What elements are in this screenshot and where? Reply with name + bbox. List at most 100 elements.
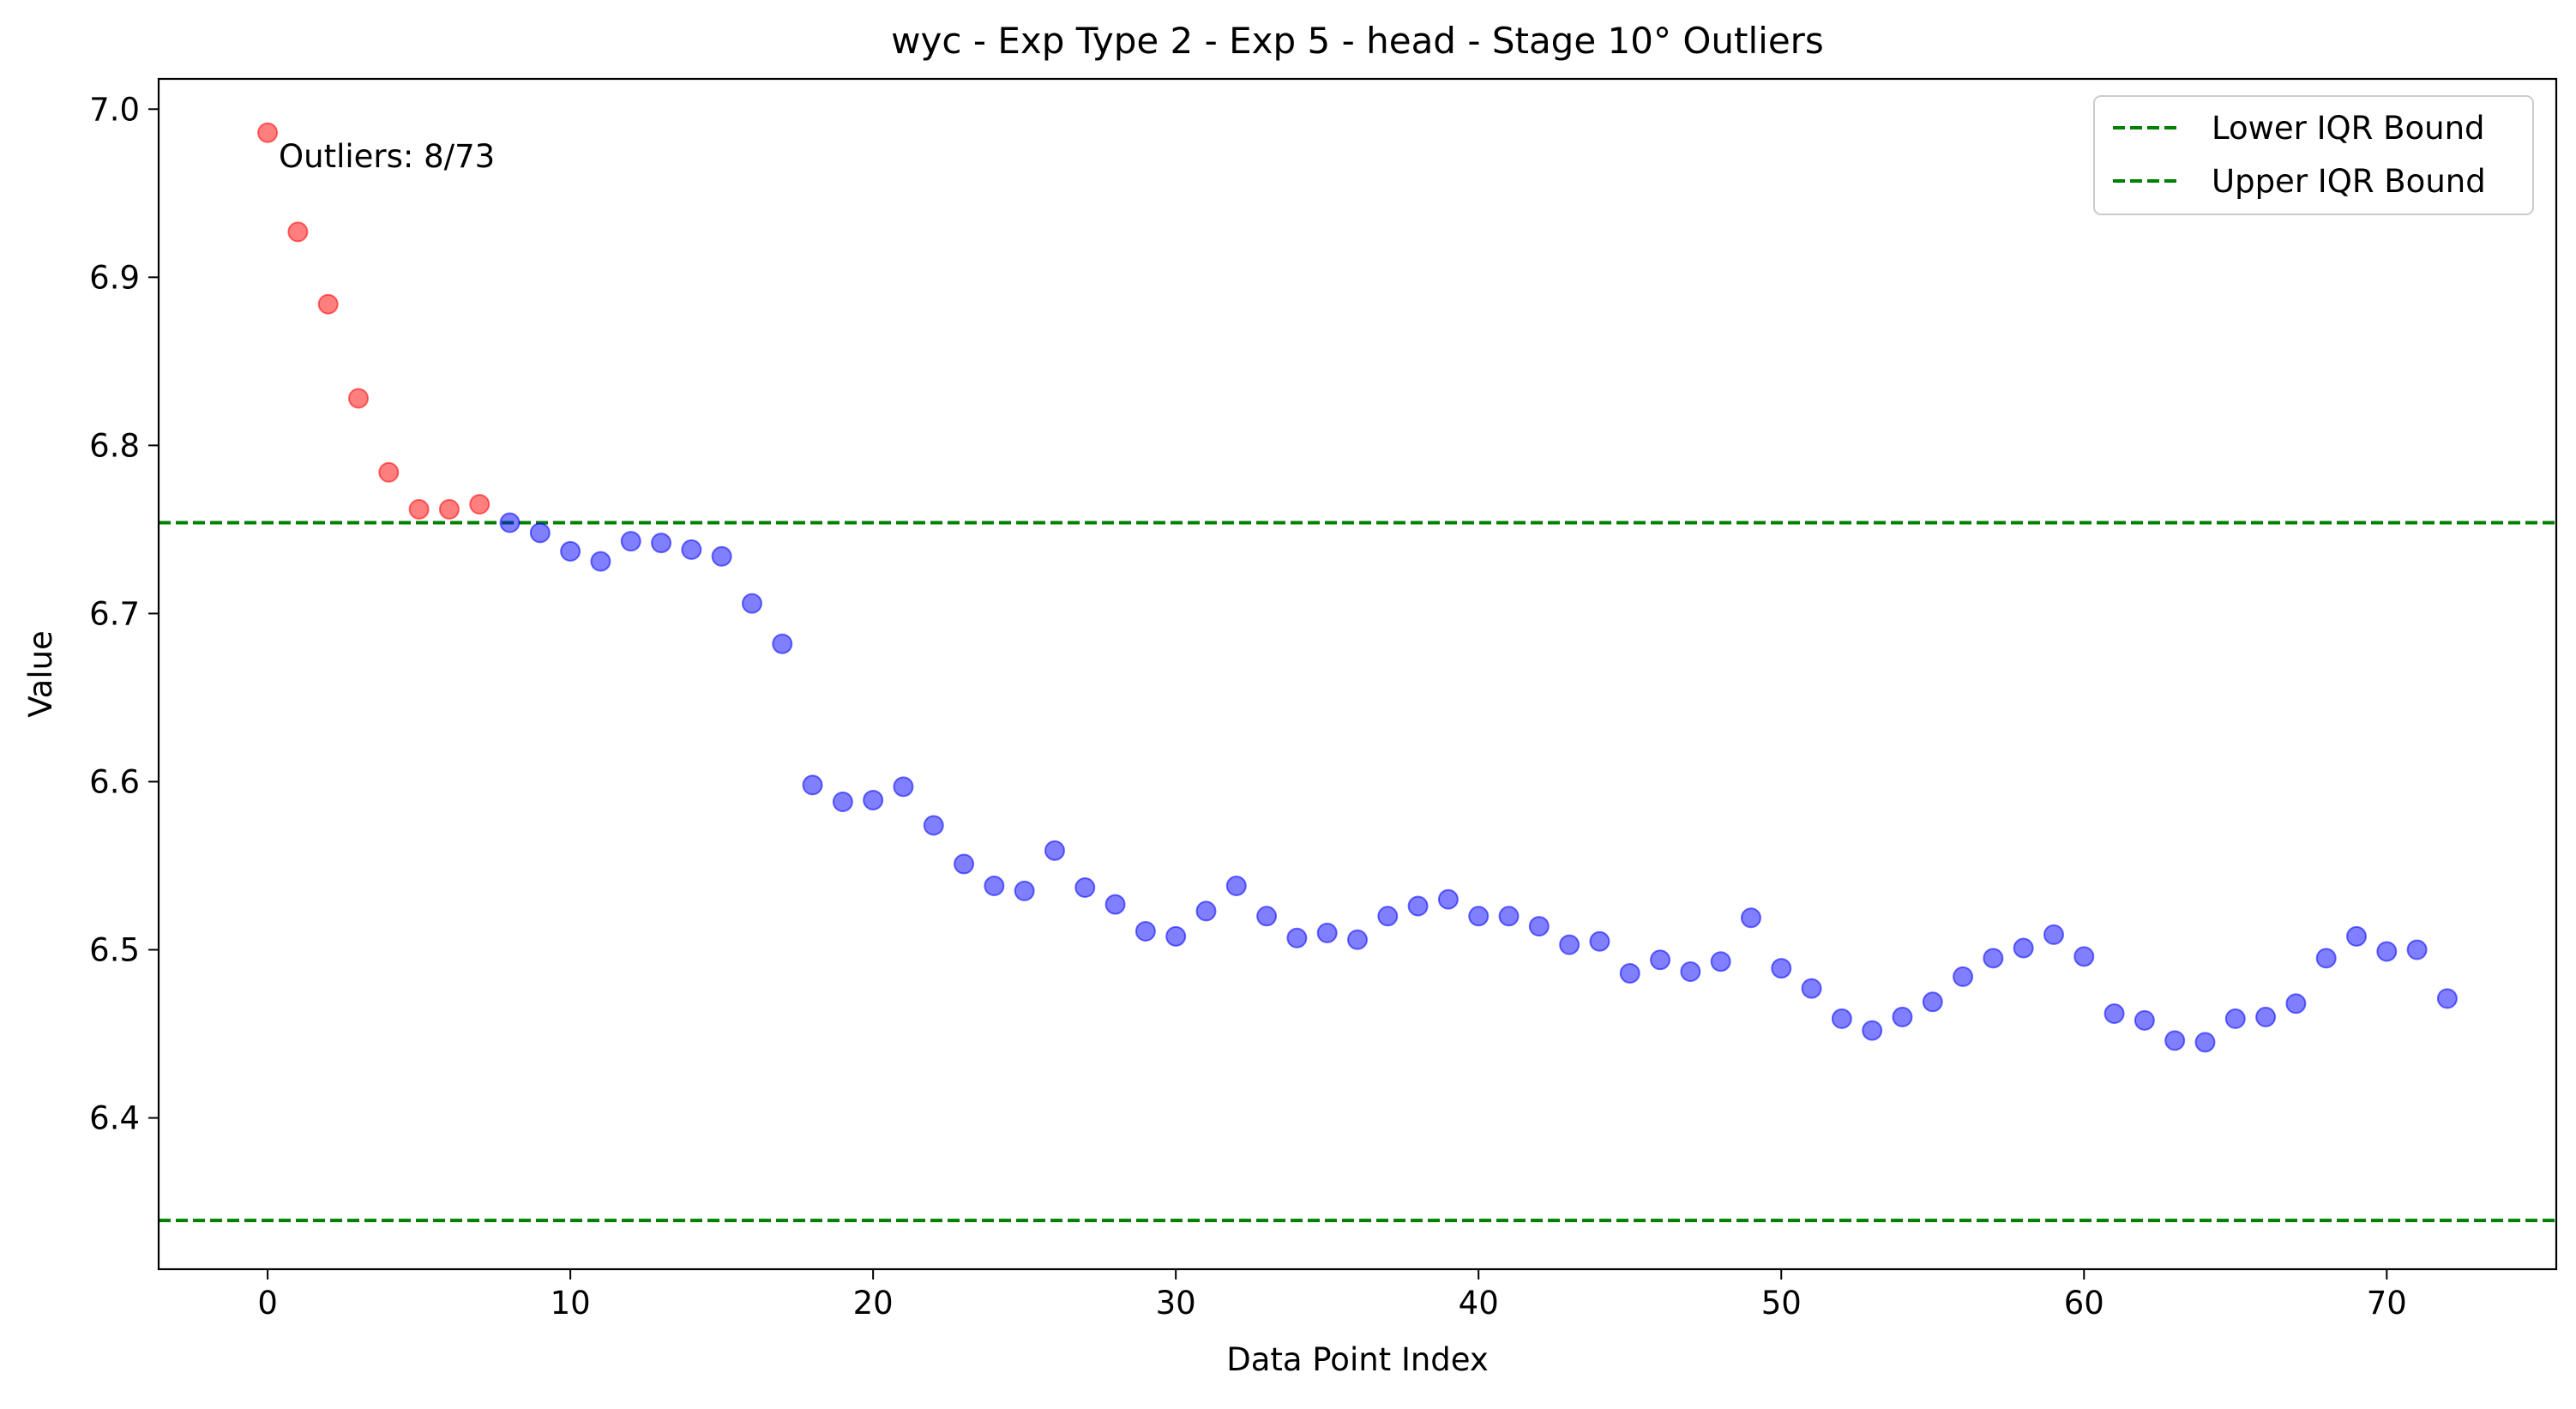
data-point — [1680, 961, 1701, 982]
data-point — [1135, 920, 1156, 942]
data-point — [1014, 880, 1035, 901]
data-point — [1771, 958, 1792, 979]
data-point — [1044, 840, 1065, 861]
x-tick-label: 60 — [2064, 1285, 2104, 1322]
data-point — [741, 593, 762, 614]
data-point — [1286, 927, 1308, 948]
data-point — [1650, 949, 1671, 971]
x-axis-label: Data Point Index — [1226, 1341, 1489, 1378]
data-point — [923, 815, 944, 836]
data-point — [1407, 895, 1429, 917]
x-axis-ticks: 0 10 20 30 40 50 60 70 — [257, 1269, 2407, 1322]
outlier-point — [257, 122, 279, 143]
data-point — [1740, 907, 1761, 929]
data-point — [1498, 906, 1520, 927]
data-point — [1710, 951, 1731, 972]
data-point — [1589, 930, 1610, 952]
data-point — [2255, 1006, 2277, 1027]
data-point — [529, 522, 551, 544]
data-points — [257, 122, 2458, 1053]
data-point — [681, 539, 702, 560]
y-tick-label: 6.7 — [89, 595, 140, 632]
data-point — [954, 853, 975, 875]
data-point — [2013, 937, 2034, 959]
data-point — [1195, 900, 1217, 922]
data-point — [1983, 948, 2004, 969]
data-point — [2164, 1030, 2186, 1051]
data-point — [1528, 916, 1550, 937]
outlier-point — [378, 461, 400, 483]
y-tick-label: 6.8 — [89, 427, 140, 464]
data-point — [2436, 988, 2458, 1009]
x-tick-label: 10 — [551, 1285, 591, 1322]
x-tick-label: 30 — [1156, 1285, 1196, 1322]
data-point — [1165, 925, 1187, 947]
outlier-count-annotation: Outliers: 8/73 — [279, 138, 495, 175]
x-tick-label: 0 — [257, 1285, 278, 1322]
data-point — [802, 774, 823, 796]
data-point — [2285, 993, 2307, 1015]
data-point — [2376, 941, 2398, 962]
legend-label-lower-bound: Lower IQR Bound — [2212, 110, 2485, 147]
data-point — [2134, 1009, 2155, 1031]
data-point — [1922, 991, 1943, 1013]
data-point — [1862, 1020, 1883, 1041]
data-point — [2043, 924, 2064, 945]
outlier-point — [438, 498, 460, 520]
data-point — [1377, 906, 1399, 927]
data-point — [1225, 876, 1247, 897]
y-tick-label: 7.0 — [89, 91, 140, 128]
data-point — [1953, 966, 1974, 987]
iqr-bound-lines — [159, 521, 2556, 1223]
x-tick-label: 50 — [1761, 1285, 1802, 1322]
data-point — [2104, 1003, 2125, 1025]
x-tick-label: 40 — [1459, 1285, 1499, 1322]
data-point — [863, 790, 884, 811]
data-point — [1559, 934, 1580, 955]
y-tick-label: 6.9 — [89, 259, 140, 296]
data-point — [1437, 888, 1459, 910]
data-point — [2194, 1032, 2216, 1053]
data-point — [1892, 1006, 1913, 1027]
outlier-point — [348, 388, 369, 409]
y-tick-label: 6.5 — [89, 932, 140, 969]
legend: Lower IQR Bound Upper IQR Bound — [2093, 95, 2534, 215]
data-point — [1316, 922, 1338, 943]
y-axis-label: Value — [22, 630, 59, 718]
data-point — [711, 545, 732, 567]
data-point — [2073, 946, 2095, 967]
x-tick-label: 70 — [2367, 1285, 2407, 1322]
outlier-point — [469, 493, 491, 515]
data-point — [2315, 948, 2337, 969]
y-axis-ticks: 6.4 6.5 6.6 6.7 6.8 6.9 7.0 — [89, 91, 159, 1137]
legend-label-upper-bound: Upper IQR Bound — [2212, 163, 2486, 200]
data-point — [1347, 929, 1368, 950]
data-point — [499, 512, 521, 533]
x-tick-label: 20 — [853, 1285, 894, 1322]
data-point — [1468, 906, 1490, 927]
legend-box — [2093, 95, 2534, 215]
data-point — [1801, 978, 1822, 999]
data-point — [984, 876, 1005, 897]
chart-title: wyc - Exp Type 2 - Exp 5 - head - Stage … — [891, 20, 1824, 62]
data-point — [1831, 1008, 1852, 1029]
data-point — [772, 633, 793, 654]
data-point — [1074, 876, 1096, 898]
data-point — [832, 791, 853, 812]
data-point — [590, 551, 611, 572]
data-point — [2224, 1008, 2246, 1029]
data-point — [1256, 906, 1278, 927]
plot-area-frame — [157, 77, 2558, 1271]
data-point — [651, 533, 672, 554]
y-tick-label: 6.6 — [89, 763, 140, 800]
data-point — [620, 531, 641, 552]
data-point — [2406, 939, 2428, 960]
y-tick-label: 6.4 — [89, 1100, 140, 1137]
outlier-point — [408, 498, 430, 520]
data-point — [1619, 962, 1640, 984]
data-point — [893, 776, 914, 798]
outlier-point — [317, 293, 339, 315]
